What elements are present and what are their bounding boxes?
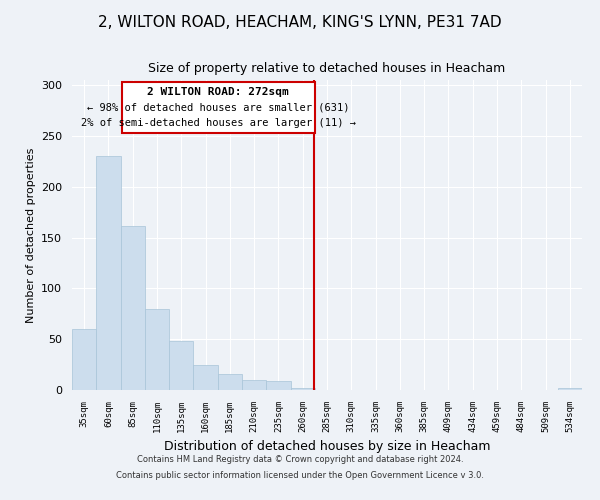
Bar <box>121 226 145 390</box>
Text: 2, WILTON ROAD, HEACHAM, KING'S LYNN, PE31 7AD: 2, WILTON ROAD, HEACHAM, KING'S LYNN, PE… <box>98 15 502 30</box>
Bar <box>145 308 169 390</box>
Text: 2 WILTON ROAD: 272sqm: 2 WILTON ROAD: 272sqm <box>148 87 289 97</box>
Bar <box>169 341 193 390</box>
FancyBboxPatch shape <box>122 82 315 133</box>
Y-axis label: Number of detached properties: Number of detached properties <box>26 148 35 322</box>
X-axis label: Distribution of detached houses by size in Heacham: Distribution of detached houses by size … <box>164 440 490 454</box>
Title: Size of property relative to detached houses in Heacham: Size of property relative to detached ho… <box>148 62 506 74</box>
Bar <box>290 388 315 390</box>
Bar <box>242 380 266 390</box>
Bar <box>218 374 242 390</box>
Bar <box>96 156 121 390</box>
Text: ← 98% of detached houses are smaller (631): ← 98% of detached houses are smaller (63… <box>87 102 350 113</box>
Bar <box>558 388 582 390</box>
Bar <box>193 364 218 390</box>
Bar <box>266 381 290 390</box>
Text: Contains HM Land Registry data © Crown copyright and database right 2024.: Contains HM Land Registry data © Crown c… <box>137 456 463 464</box>
Text: Contains public sector information licensed under the Open Government Licence v : Contains public sector information licen… <box>116 470 484 480</box>
Text: 2% of semi-detached houses are larger (11) →: 2% of semi-detached houses are larger (1… <box>81 118 356 128</box>
Bar <box>72 329 96 390</box>
